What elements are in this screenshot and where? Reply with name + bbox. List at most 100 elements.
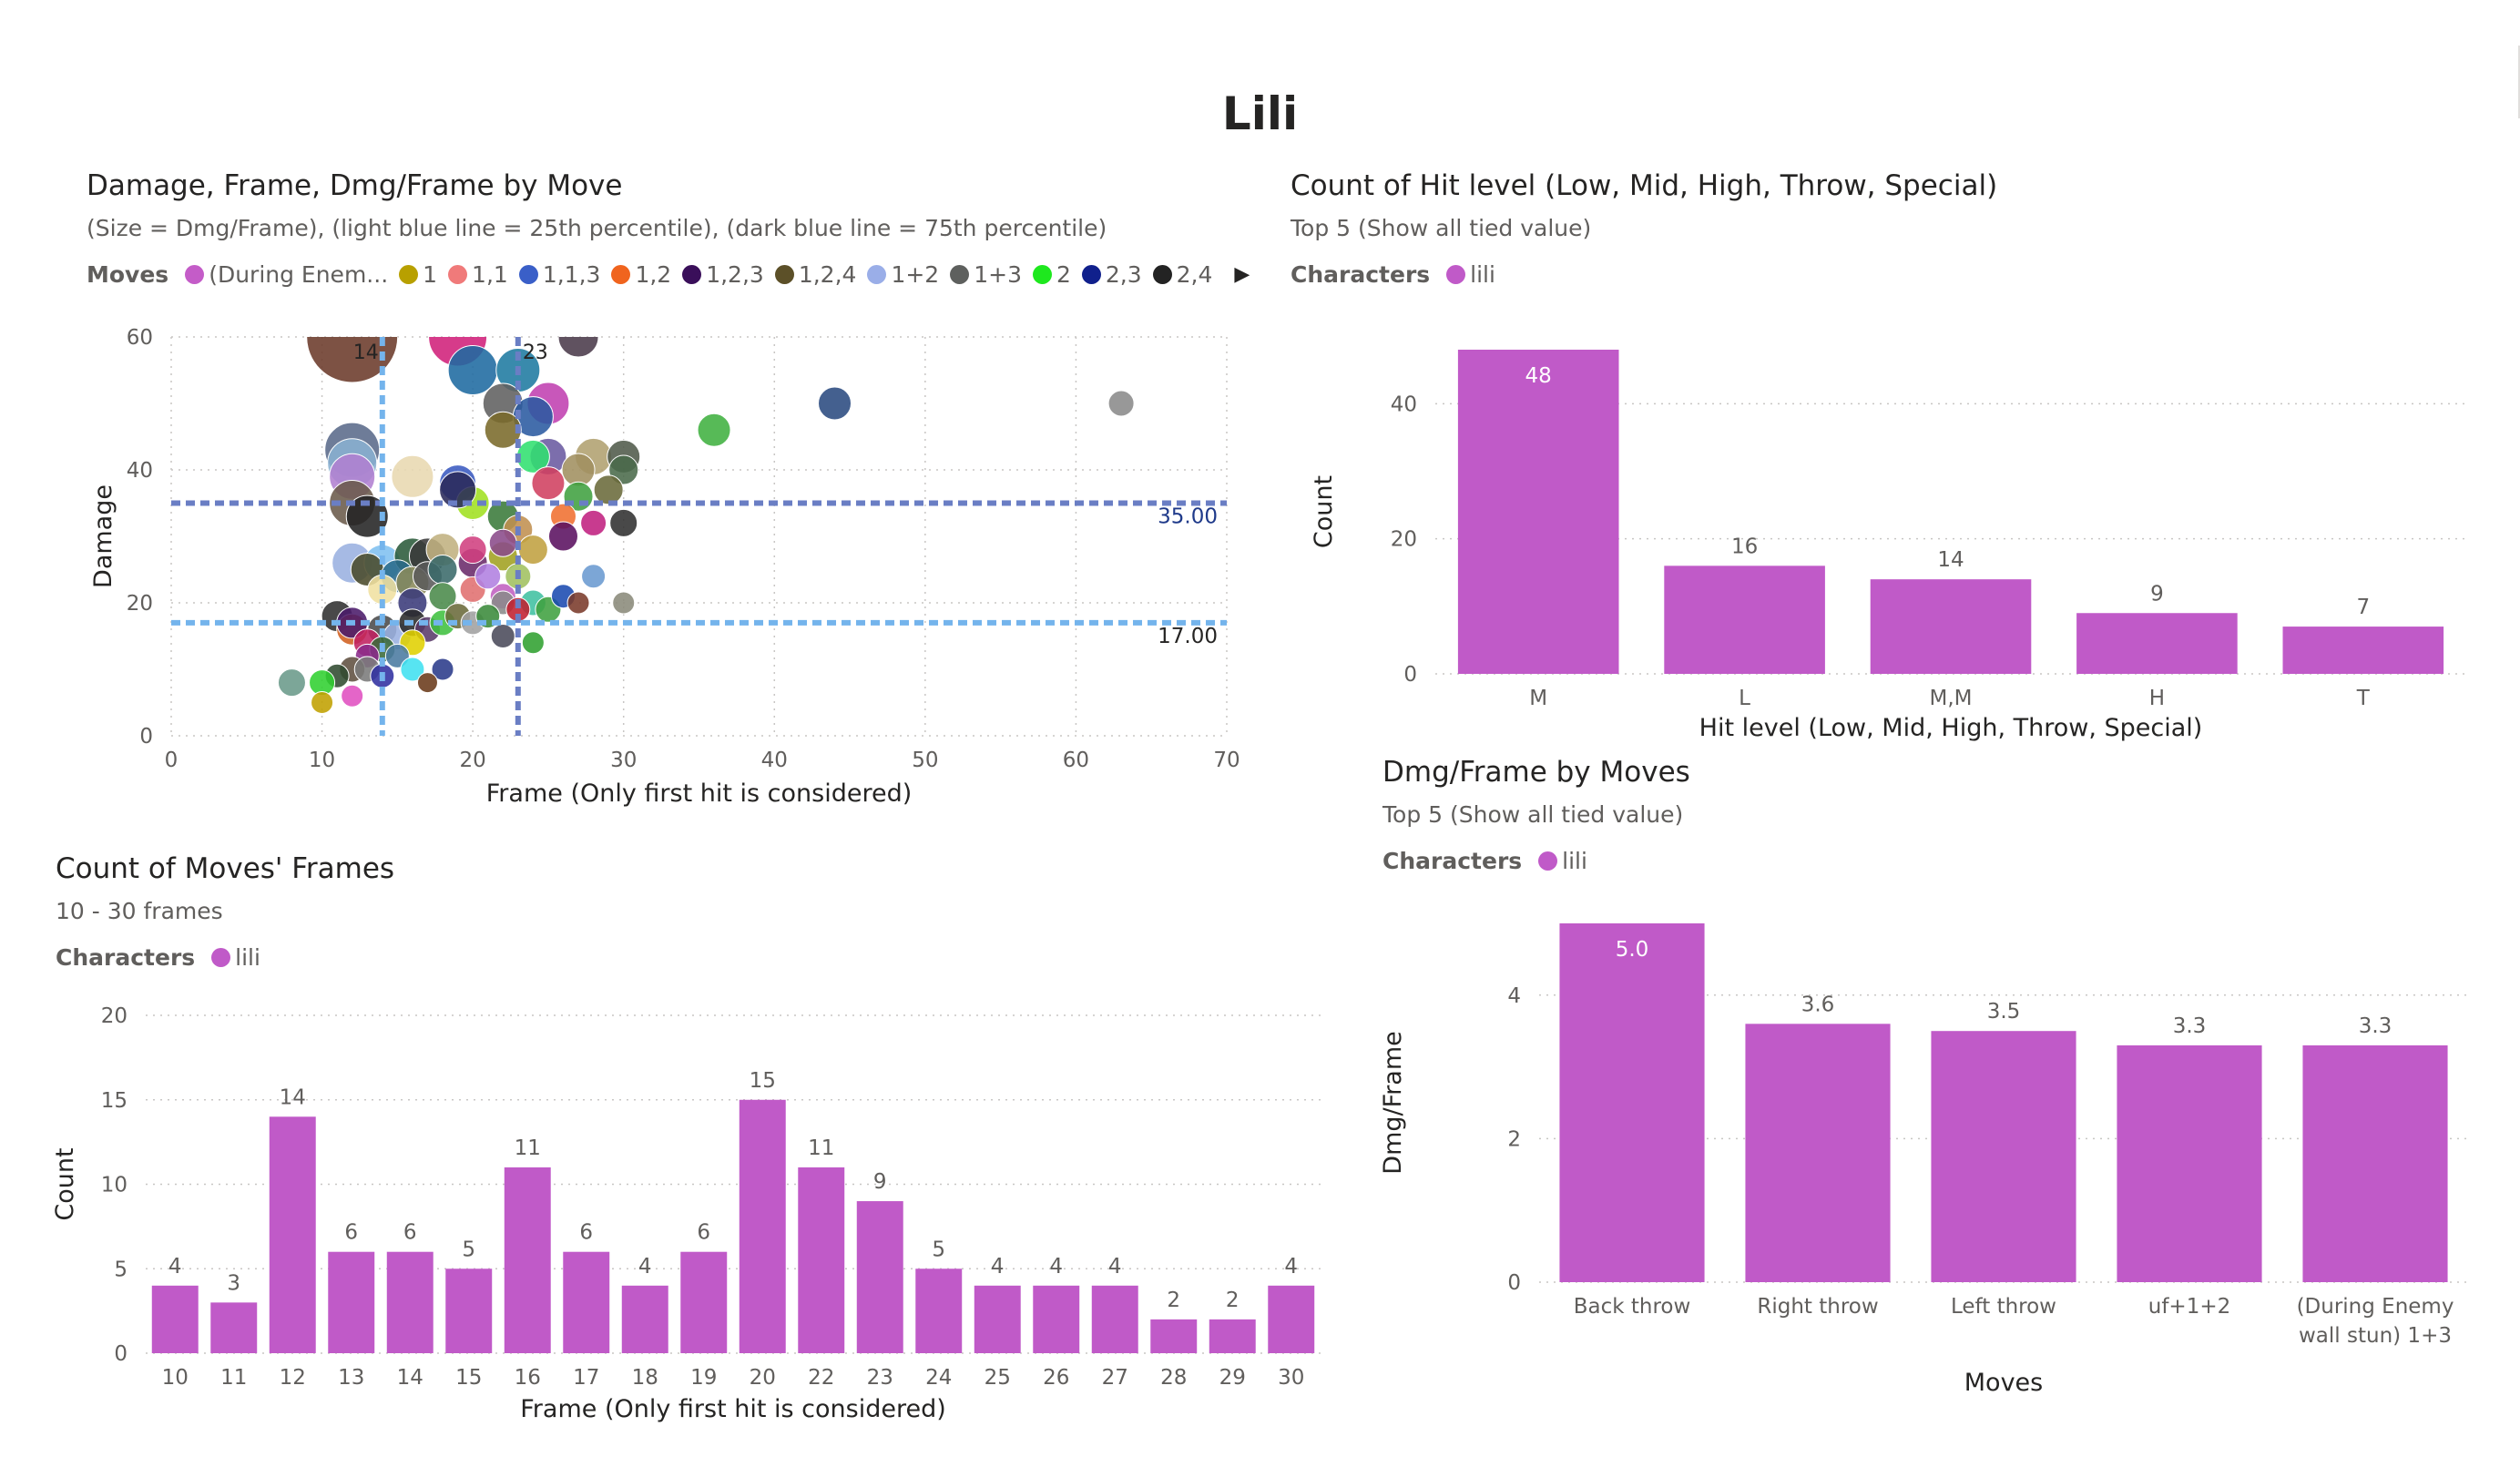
y-tick-label: 40 (1391, 392, 1417, 416)
legend-dot-icon (1446, 265, 1466, 284)
legend-next-arrow-icon[interactable]: ▶ (1234, 263, 1250, 286)
x-tick-label: 20 (750, 1366, 776, 1390)
dmgframe-legend-title: Characters (1382, 848, 1523, 874)
dmgframe-legend-item[interactable]: lili (1538, 848, 1587, 874)
scatter-legend-item[interactable]: 1,2,3 (682, 261, 764, 288)
x-tick-label: 13 (338, 1366, 364, 1390)
legend-dot-icon (518, 265, 538, 284)
y-axis-title: Damage (89, 484, 117, 588)
scatter-legend-item[interactable]: 1 (399, 261, 437, 288)
bar (1091, 1285, 1138, 1353)
data-label: 15 (750, 1069, 776, 1093)
x-tick-label: Left throw (1951, 1295, 2056, 1319)
x-tick-label: 14 (397, 1366, 423, 1390)
bar (1870, 579, 2032, 674)
bar (269, 1116, 316, 1353)
y-tick-label: 0 (1507, 1271, 1521, 1295)
scatter-point (566, 591, 590, 615)
bar (1033, 1285, 1080, 1353)
bar (915, 1269, 963, 1353)
frames-legend-item[interactable]: lili (211, 944, 260, 971)
data-label: 9 (873, 1170, 887, 1194)
hitlevel-legend-label: lili (1470, 261, 1495, 288)
y-tick-label: 5 (114, 1258, 128, 1281)
x-tick-label: Right throw (1757, 1295, 1878, 1319)
x-tick-label: 10 (309, 749, 335, 772)
legend-dot-icon (399, 265, 419, 284)
bar (1268, 1285, 1315, 1353)
scatter-legend-item[interactable]: 2,3 (1081, 261, 1142, 288)
scatter-point (490, 624, 515, 648)
bar (445, 1269, 493, 1353)
x-tick-label: (During Enemy (2297, 1295, 2454, 1319)
frames-legend-title: Characters (56, 944, 196, 971)
x-tick-label: 18 (632, 1366, 658, 1390)
data-label: 14 (1937, 548, 1964, 572)
legend-dot-icon (682, 265, 702, 284)
data-label: 11 (808, 1136, 834, 1160)
scatter-legend-label: 2,3 (1105, 261, 1142, 288)
y-axis-title: Dmg/Frame (1379, 1031, 1407, 1174)
scatter-point (531, 466, 566, 501)
scatter-point (311, 691, 334, 714)
x-tick-label: 28 (1160, 1366, 1187, 1390)
scatter-legend-item[interactable]: 1,1 (448, 261, 508, 288)
scatter-point (517, 535, 548, 565)
scatter-legend-label: 1,1,3 (542, 261, 601, 288)
y-tick-label: 0 (1403, 663, 1417, 687)
scatter-legend-label: 1,2,4 (798, 261, 857, 288)
scatter-legend-item[interactable]: 1,2 (611, 261, 671, 288)
bar (504, 1167, 551, 1353)
y-tick-label: 2 (1507, 1127, 1521, 1151)
scatter-legend-item[interactable]: 2 (1032, 261, 1071, 288)
scatter-legend-item[interactable]: 1+3 (950, 261, 1022, 288)
bar (2076, 613, 2238, 674)
y-tick-label: 20 (101, 1004, 128, 1028)
dmgframe-title: Dmg/Frame by Moves (1382, 756, 1690, 789)
scatter-legend-item[interactable]: 1+2 (867, 261, 939, 288)
scatter-legend-item[interactable]: 1,2,4 (774, 261, 857, 288)
scatter-legend-label: 1 (423, 261, 438, 288)
data-label: 14 (280, 1085, 306, 1109)
scatter-legend-label: (During Enem... (209, 261, 389, 288)
x-tick-label: 26 (1043, 1366, 1069, 1390)
scatter-point (277, 668, 306, 698)
hitlevel-legend-item[interactable]: lili (1446, 261, 1495, 288)
data-label: 4 (168, 1255, 182, 1279)
scatter-point (400, 657, 425, 682)
y-tick-label: 60 (127, 326, 153, 350)
legend-dot-icon (867, 265, 887, 284)
bar (1559, 923, 1705, 1282)
x-tick-label: 19 (690, 1366, 717, 1390)
x-tick-label: wall stun) 1+3 (2299, 1324, 2452, 1348)
scatter-legend-item[interactable]: 1,1,3 (518, 261, 601, 288)
x-tick-label: T (2356, 687, 2371, 710)
data-label: 3.3 (2359, 1014, 2392, 1038)
y-tick-label: 4 (1507, 984, 1521, 1008)
x-tick-label: 22 (808, 1366, 834, 1390)
y-axis-title: Count (51, 1147, 79, 1220)
bar (1931, 1031, 2076, 1282)
data-label: 4 (1108, 1255, 1122, 1279)
bar (974, 1285, 1021, 1353)
data-label: 11 (515, 1136, 541, 1160)
y-axis-title: Count (1310, 475, 1338, 548)
scatter-legend-item[interactable]: (During Enem... (185, 261, 388, 288)
x-tick-label: 40 (761, 749, 788, 772)
x-axis-title: Hit level (Low, Mid, High, Throw, Specia… (1699, 714, 2203, 742)
legend-dot-icon (1538, 851, 1558, 871)
x-tick-label: 0 (165, 749, 179, 772)
scatter-legend-label: 1,2 (635, 261, 672, 288)
frames-legend: Characters lili (56, 944, 394, 971)
legend-dot-icon (1152, 265, 1172, 284)
bar (798, 1167, 845, 1353)
scatter-subtitle: (Size = Dmg/Frame), (light blue line = 2… (87, 215, 1107, 241)
bar (680, 1251, 728, 1353)
scatter-point (458, 535, 487, 565)
legend-dot-icon (448, 265, 468, 284)
frames-chart: 0 5 10 15 20 4 10 3 11 14 12 6 13 6 14 5 15 11 16 6 17 4 18 6 19… (51, 1004, 1321, 1423)
x-tick-label: 12 (280, 1366, 306, 1390)
dmgframe-legend: Characters lili (1382, 848, 1690, 874)
scatter-legend-item[interactable]: 2,4 (1152, 261, 1212, 288)
x-tick-label: 15 (455, 1366, 482, 1390)
